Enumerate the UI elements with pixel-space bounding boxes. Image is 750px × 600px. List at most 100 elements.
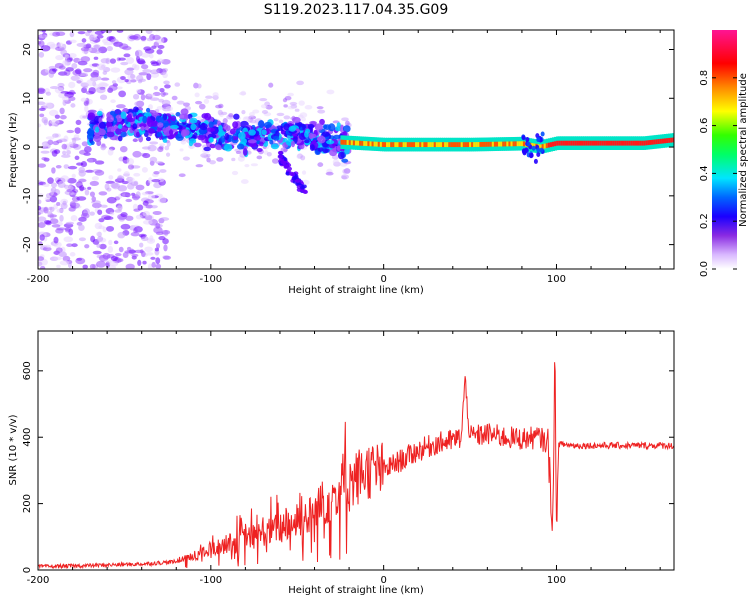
spectrogram-cell	[280, 160, 286, 165]
spectrogram-cell	[77, 31, 86, 35]
spectrogram-band-core	[572, 140, 576, 146]
spectrogram-cell	[87, 112, 96, 121]
spectrogram-cell	[51, 182, 57, 188]
spectrogram-cell	[116, 30, 124, 33]
spectrogram-cell	[96, 63, 107, 71]
spectrogram-cell	[55, 54, 64, 61]
spectrogram-cell	[102, 38, 109, 44]
spectrogram-cell	[288, 125, 297, 132]
spectrogram-band-core	[373, 141, 377, 147]
spectrogram-cell	[146, 116, 151, 125]
spectrogram-cell	[54, 62, 64, 69]
spectrogram-cell	[535, 133, 540, 139]
spectrogram-cell	[117, 185, 128, 192]
spectrogram-band-core	[348, 140, 352, 146]
spectrogram-band-core	[379, 141, 383, 147]
spectrogram-cell	[146, 37, 154, 42]
spectrogram-cell	[66, 188, 72, 193]
spectrogram-band-core	[620, 140, 624, 146]
spectrogram-band-core	[342, 139, 346, 145]
spectrogram-cell	[63, 236, 74, 243]
spectrogram-cell	[241, 109, 246, 115]
spectrogram-cell	[87, 186, 92, 190]
spectrogram-cell	[117, 203, 123, 211]
spectrogram-band-core	[456, 142, 460, 148]
spectrogram-cell	[194, 142, 202, 148]
spectrogram-cell	[148, 177, 153, 184]
spectrogram-cell	[65, 67, 74, 72]
spectrogram-cell	[75, 119, 82, 125]
spectrogram-cell	[125, 263, 135, 269]
spectrogram-cell	[243, 116, 252, 120]
spectrogram-cell	[51, 68, 58, 72]
spectrogram-cell	[87, 158, 94, 163]
spectrogram-cell	[120, 125, 129, 133]
spectrogram-band-core	[415, 142, 419, 148]
spectrogram-cell	[96, 34, 104, 39]
spectrogram-y-tick-label: 10	[22, 92, 33, 105]
spectrogram-cell	[156, 132, 162, 138]
spectrogram-band-core	[365, 141, 369, 147]
spectrogram-cell	[130, 231, 140, 237]
spectrogram-band-core	[417, 142, 421, 148]
spectrogram-cell	[273, 117, 279, 122]
spectrogram-cell	[39, 113, 45, 118]
spectrogram-band-core	[502, 141, 506, 147]
snr-plot-area	[38, 362, 674, 570]
spectrogram-cell	[151, 261, 156, 268]
spectrogram-cell	[90, 140, 95, 146]
spectrogram-cell	[196, 116, 203, 120]
spectrogram-cell	[276, 112, 285, 117]
spectrogram-cell	[115, 252, 122, 257]
spectrogram-cell	[141, 236, 149, 242]
spectrogram-cell	[150, 60, 157, 65]
spectrogram-cell	[89, 180, 99, 187]
spectrogram-cell	[196, 83, 202, 89]
colorbar-ticks: 0.0 0.2 0.4 0.6 0.8	[699, 70, 737, 277]
spectrogram-cell	[133, 33, 141, 41]
spectrogram-cell	[190, 123, 197, 131]
spectrogram-cell	[120, 76, 126, 81]
spectrogram-cell	[178, 173, 186, 178]
spectrogram-cell	[135, 131, 140, 138]
spectrogram-cell	[130, 79, 137, 83]
spectrogram-band-core	[626, 140, 630, 146]
spectrogram-cell	[83, 85, 88, 89]
spectrogram-frame	[37, 29, 675, 270]
spectrogram-cell	[120, 212, 128, 218]
spectrogram-cell	[51, 224, 61, 228]
spectrogram-cell	[63, 164, 69, 169]
spectrogram-cell	[135, 89, 142, 94]
spectrogram-cell	[121, 193, 132, 197]
spectrogram-cell	[124, 250, 133, 254]
spectrogram-cell	[69, 201, 76, 208]
spectrogram-cell	[59, 107, 65, 115]
spectrogram-cell	[261, 129, 267, 136]
spectrogram-cell	[145, 136, 151, 142]
snr-series-line	[38, 362, 674, 570]
spectrogram-cell	[118, 246, 124, 253]
spectrogram-band-core	[388, 142, 392, 148]
spectrogram-cell	[134, 101, 145, 107]
spectrogram-band-core	[410, 142, 414, 148]
spectrogram-cell	[298, 114, 304, 119]
spectrogram-cell	[203, 112, 212, 121]
spectrogram-cell	[127, 183, 135, 190]
spectrogram-band-core	[593, 140, 597, 146]
spectrogram-cell	[74, 155, 80, 161]
spectrogram-cell	[304, 139, 310, 144]
spectrogram-cell	[126, 113, 132, 120]
spectrogram-band-core	[487, 141, 491, 147]
spectrogram-band-core	[394, 142, 398, 148]
spectrogram-band-core	[643, 140, 647, 146]
spectrogram-cell	[142, 219, 153, 225]
spectrogram-cell	[135, 49, 143, 57]
spectrogram-band-core	[543, 143, 547, 149]
spectrogram-band-core	[506, 141, 510, 147]
spectrogram-cell	[124, 68, 134, 76]
spectrogram-cell	[209, 136, 214, 142]
spectrogram-band-core	[475, 142, 479, 147]
spectrogram-band-core	[357, 140, 361, 146]
spectrogram-cell	[74, 68, 82, 75]
spectrogram-cell	[70, 215, 78, 222]
